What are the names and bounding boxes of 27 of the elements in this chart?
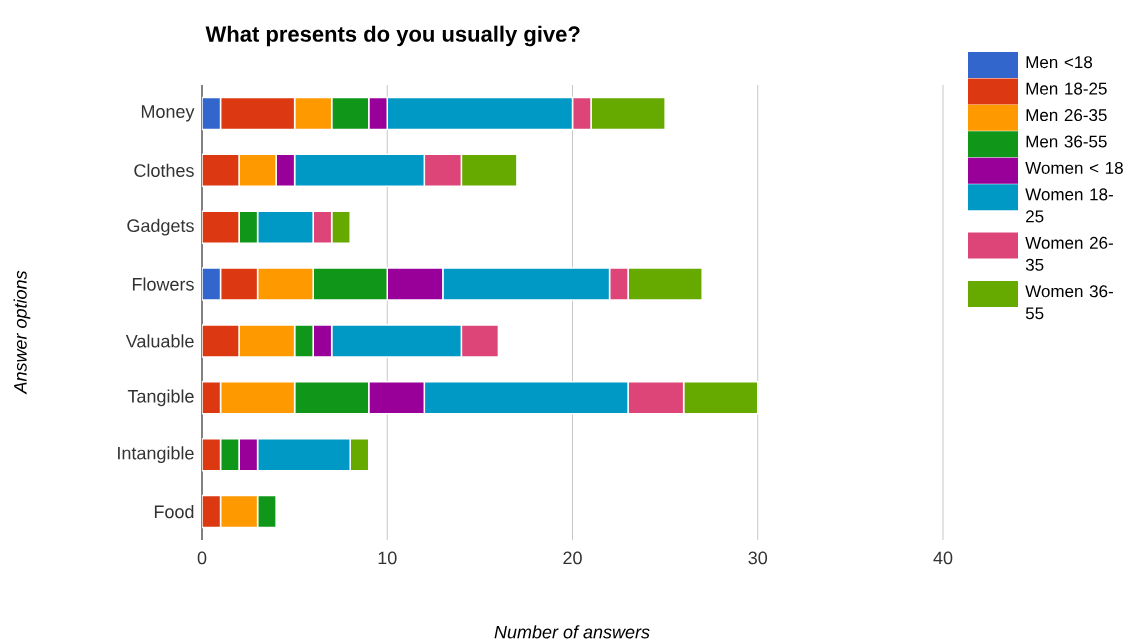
- y-tick-label: Food: [154, 504, 194, 519]
- y-tick-label: Valuable: [125, 334, 194, 348]
- x-tick-label: 20: [563, 551, 582, 565]
- legend-label: Women 18-25: [1025, 188, 1113, 223]
- bar: [202, 153, 240, 188]
- y-tick-label: Tangible: [127, 389, 194, 407]
- bar: [219, 96, 296, 131]
- chart-title: What presents do you usually give?: [205, 25, 580, 47]
- x-tick-label: 0: [197, 551, 207, 565]
- x-tick-label: 10: [378, 551, 397, 565]
- x-tick-label: 30: [748, 551, 768, 565]
- legend-label: Women 36-55: [1025, 285, 1113, 320]
- y-tick-label: Gadgets: [127, 218, 194, 236]
- y-tick-label: Money: [141, 105, 195, 122]
- y-tick-label: Intangible: [118, 446, 194, 464]
- y-axis-title: Answer options: [13, 270, 31, 395]
- legend-label: Women < 18: [1025, 161, 1123, 174]
- legend-label: Men 36-55: [1026, 135, 1107, 148]
- x-tick-label: 40: [933, 551, 953, 565]
- y-tick-label: Clothes: [134, 163, 194, 177]
- bar: [219, 267, 259, 301]
- legend-label: Men 26-35: [1026, 109, 1107, 122]
- legend-label: Men 18-25: [1026, 82, 1107, 95]
- x-axis-title: Number of answers: [494, 625, 650, 639]
- y-tick-label: Flowers: [132, 277, 194, 291]
- legend-label: Men <18: [1026, 56, 1093, 69]
- legend-label: Women 26-35: [1025, 236, 1113, 271]
